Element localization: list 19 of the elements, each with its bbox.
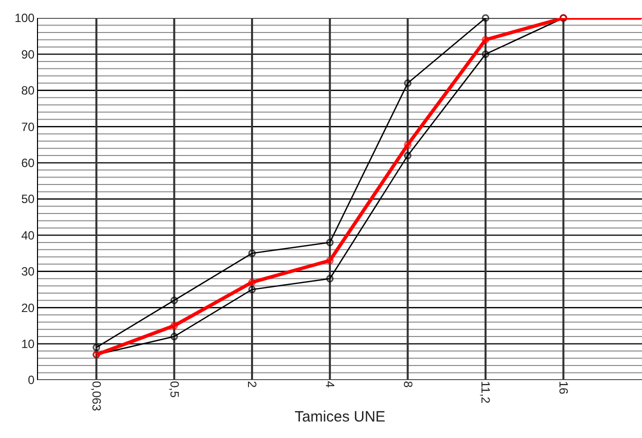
y-tick-label: 10	[21, 337, 35, 351]
y-tick-label: 100	[14, 11, 35, 26]
y-tick-label: 90	[21, 47, 35, 62]
x-tick-label: 2	[245, 381, 260, 388]
y-tick-label: 50	[21, 192, 35, 206]
y-tick-label: 80	[21, 84, 35, 98]
x-tick-label: 0,5	[167, 381, 182, 398]
y-tick-label: 0	[28, 373, 35, 388]
y-tick-label: 60	[21, 156, 35, 170]
y-tick-label: 70	[21, 120, 35, 134]
x-tick-label: 11,2	[478, 381, 493, 404]
x-tick-label: 4	[322, 381, 337, 388]
y-tick-label: 20	[21, 300, 35, 315]
x-tick-label: 0,063	[89, 381, 104, 412]
x-axis-title: Tamices UNE	[294, 408, 386, 426]
x-tick-label: 8	[400, 381, 415, 388]
y-tick-label: 40	[21, 228, 35, 242]
y-tick-label: 30	[21, 264, 35, 279]
x-tick-label: 16	[556, 381, 570, 395]
